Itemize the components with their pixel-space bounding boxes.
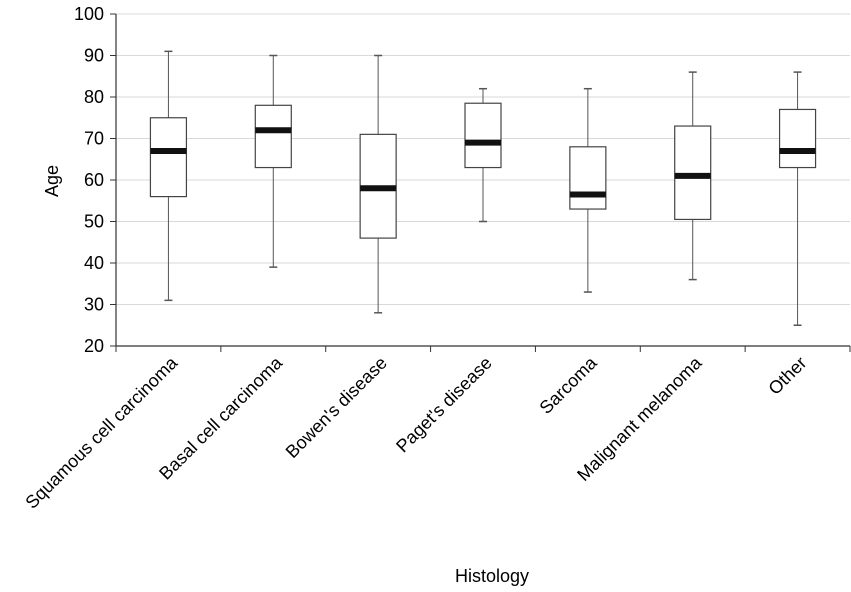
category-label: Sarcoma xyxy=(536,352,602,418)
iqr-box xyxy=(149,117,188,198)
boxes xyxy=(149,50,817,326)
axes xyxy=(110,13,851,352)
y-tick-label: 30 xyxy=(84,295,104,315)
iqr-box xyxy=(674,125,712,221)
iqr-box xyxy=(464,102,502,169)
box-4 xyxy=(464,87,502,223)
box-6 xyxy=(674,71,712,281)
box-2 xyxy=(254,54,292,268)
y-tick-label: 60 xyxy=(84,170,104,190)
iqr-box xyxy=(569,146,607,210)
iqr-box xyxy=(254,104,292,169)
category-label: Other xyxy=(764,353,810,399)
y-tick-label: 40 xyxy=(84,253,104,273)
box-1 xyxy=(149,50,188,302)
category-label: Paget's disease xyxy=(392,353,496,457)
y-axis-title: Age xyxy=(42,165,62,197)
box-3 xyxy=(359,54,397,314)
x-axis-title: Histology xyxy=(455,566,529,586)
box-7 xyxy=(778,71,817,326)
category-label: Bowen's disease xyxy=(282,353,391,462)
box-5 xyxy=(569,87,607,293)
y-tick-label: 20 xyxy=(84,336,104,356)
y-tick-label: 70 xyxy=(84,129,104,149)
y-tick-label: 50 xyxy=(84,212,104,232)
y-tick-label: 90 xyxy=(84,46,104,66)
y-tick-label: 80 xyxy=(84,87,104,107)
iqr-box xyxy=(778,108,817,169)
labels: 20 30 40 50 60 70 80 90 100 Squamous cell carcino… xyxy=(21,4,810,513)
category-label: Squamous cell carcinoma xyxy=(21,352,182,513)
y-tick-label: 100 xyxy=(74,4,104,24)
